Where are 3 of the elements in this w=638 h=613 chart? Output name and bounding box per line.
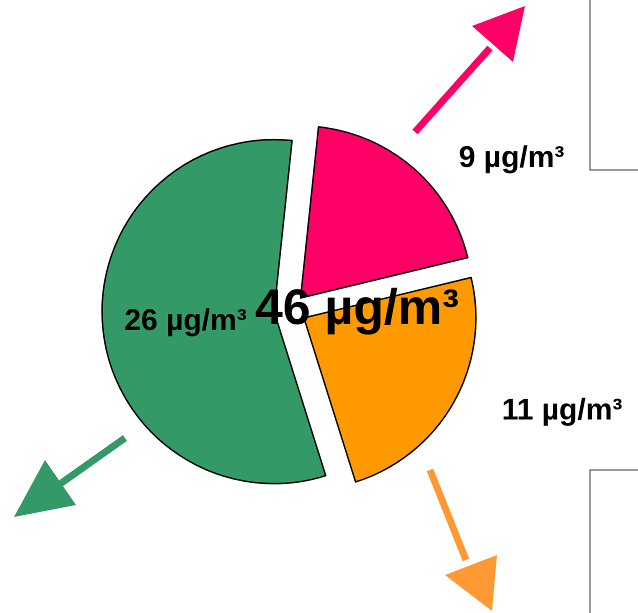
data-label: 9 µg/m³ bbox=[458, 140, 564, 174]
data-label: 26 µg/m³ bbox=[124, 304, 247, 337]
data-label: 11 µg/m³ bbox=[502, 393, 622, 426]
